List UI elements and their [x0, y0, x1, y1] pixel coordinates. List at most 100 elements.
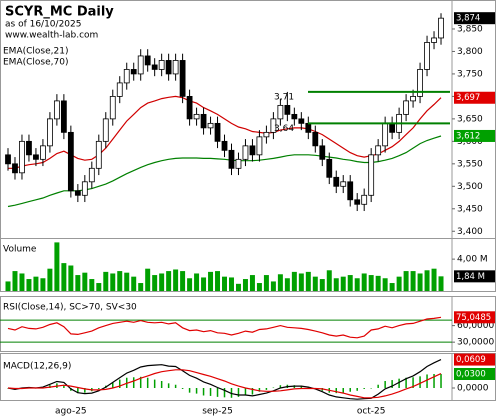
bar — [396, 276, 402, 291]
candle-body — [95, 140, 102, 169]
candle-body — [242, 145, 249, 160]
candle-body — [389, 122, 396, 133]
bar — [138, 283, 144, 291]
bar — [118, 379, 121, 389]
bar — [424, 270, 430, 291]
bar — [410, 271, 416, 291]
candle-body — [40, 145, 46, 160]
bar — [265, 388, 268, 390]
bar — [382, 278, 388, 291]
bar — [412, 377, 414, 389]
bar — [181, 388, 184, 389]
candle-body — [221, 140, 228, 151]
y-tick-label: 30,0000 — [457, 338, 494, 348]
y-tick-label: 3,400 — [457, 227, 483, 237]
bar — [319, 279, 325, 291]
chart-title: SCYR_MC Daily — [5, 5, 114, 20]
chart-subtitle: as of 16/10/2025 — [5, 20, 81, 30]
bar — [98, 388, 100, 389]
candle-body — [26, 140, 32, 156]
bar — [398, 378, 400, 389]
bar — [438, 276, 444, 291]
bar — [110, 273, 116, 291]
candle-body — [438, 17, 444, 39]
bar — [391, 380, 393, 389]
bar — [68, 265, 74, 291]
bar — [75, 275, 81, 291]
candle-body — [109, 96, 116, 120]
bar — [166, 271, 172, 291]
candle-body — [284, 104, 291, 115]
candle-body — [270, 118, 277, 133]
candle-body — [144, 55, 151, 66]
bar — [202, 388, 205, 396]
bar — [159, 273, 165, 291]
panel-frame — [0, 353, 496, 401]
bar — [139, 376, 142, 389]
bar — [431, 268, 437, 291]
candle-body — [60, 100, 67, 133]
candle-body — [74, 190, 81, 196]
bar — [384, 381, 386, 389]
value-box — [454, 367, 495, 380]
bar — [194, 273, 200, 291]
candle-body — [33, 154, 39, 160]
bar — [40, 278, 46, 291]
bar — [244, 388, 247, 396]
bar — [96, 283, 102, 291]
bar — [216, 388, 219, 397]
bar — [291, 271, 297, 291]
bar — [19, 273, 25, 291]
bar — [131, 276, 137, 291]
bar — [229, 277, 234, 291]
bar — [300, 385, 303, 389]
panel-title: Volume — [3, 245, 37, 255]
candle-body — [382, 122, 389, 147]
candle-body — [375, 145, 382, 156]
bar — [419, 376, 421, 389]
bar — [201, 277, 207, 291]
candle-body — [361, 194, 368, 205]
value-box — [454, 311, 495, 324]
candle-body — [326, 158, 333, 178]
bar — [347, 275, 353, 291]
candle-body — [207, 122, 214, 129]
bar — [417, 273, 423, 291]
value-box-label: 75,0485 — [456, 313, 491, 323]
y-tick-label: 3,450 — [457, 204, 483, 214]
candle-body — [340, 181, 347, 187]
bar — [215, 271, 221, 291]
bar — [263, 275, 269, 291]
candle-body — [19, 140, 25, 174]
bar — [146, 377, 149, 389]
bar — [112, 382, 114, 389]
bar — [209, 388, 212, 396]
candle-body — [410, 96, 416, 102]
candle-body — [431, 37, 437, 43]
candle-body — [298, 118, 305, 124]
candle-body — [116, 82, 123, 97]
bar — [124, 272, 130, 291]
candle-body — [158, 60, 165, 70]
value-box-label: 3,697 — [456, 93, 480, 103]
level-label: 3,64 — [274, 124, 294, 134]
bar — [223, 388, 226, 398]
bar — [222, 276, 227, 291]
bar — [160, 381, 163, 389]
bar — [354, 278, 360, 291]
y-tick-label: 0,0000 — [457, 384, 489, 394]
candle-body — [81, 181, 88, 196]
bar — [249, 275, 255, 291]
value-box-label: 3,874 — [456, 14, 480, 24]
value-box — [454, 353, 495, 366]
bar — [173, 269, 179, 291]
bar — [54, 242, 60, 291]
bar — [33, 276, 39, 291]
bar — [195, 388, 198, 394]
candle-body — [291, 113, 298, 120]
candle-body — [277, 104, 284, 120]
bar — [251, 388, 254, 395]
y-tick-label: 3,800 — [457, 47, 483, 57]
bar — [12, 271, 18, 291]
y-tick-label: 4,00 M — [457, 255, 488, 265]
